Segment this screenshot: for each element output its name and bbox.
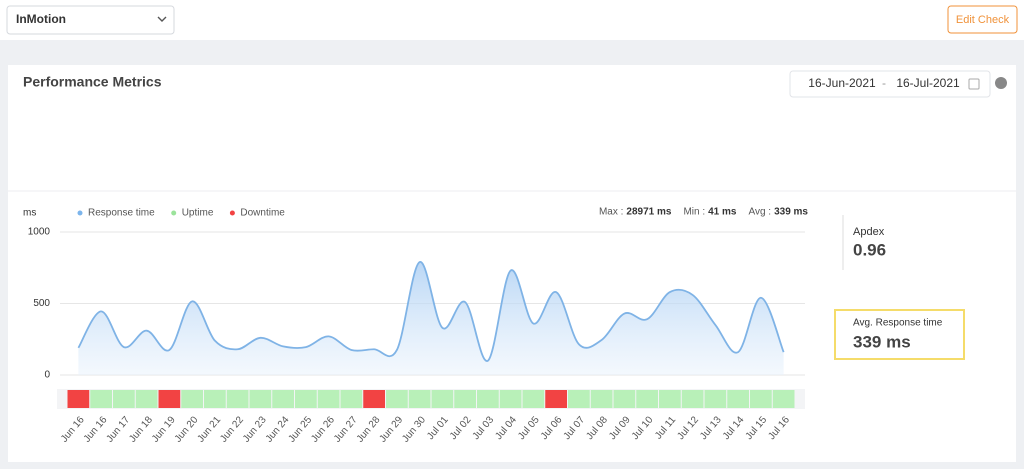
status-cell [158, 390, 181, 408]
apdex-label: Apdex [853, 226, 885, 238]
stat-value: 339 ms [774, 207, 808, 218]
status-cell [727, 390, 749, 408]
date-range[interactable] [789, 70, 991, 98]
y-tick-label: 1000 [28, 227, 51, 238]
status-cell [67, 390, 90, 408]
date-from: 16-Jun-2021 [808, 76, 876, 90]
status-cell [590, 390, 613, 408]
status-cell [772, 390, 795, 408]
status-cell [204, 390, 226, 408]
status-cell [659, 390, 681, 408]
status-cell [340, 390, 363, 408]
area [78, 261, 784, 375]
y-axis-label: ms [23, 208, 36, 219]
stat-value: 41 ms [708, 207, 737, 218]
line [77, 261, 785, 362]
stat-value: 28971 ms [626, 207, 671, 218]
status-cell [545, 390, 567, 408]
status-cell [568, 390, 590, 408]
legend-dot [171, 210, 177, 216]
legend-dot [229, 210, 235, 216]
avg-highlight [834, 309, 965, 360]
info-icon[interactable] [995, 77, 1007, 89]
legend-label: Downtime [240, 208, 285, 219]
status-cell [499, 390, 522, 408]
card-title: Performance Metrics [23, 74, 162, 90]
status-cell [431, 390, 454, 408]
status-cell [522, 390, 545, 408]
status-cell [272, 390, 294, 408]
stat-label: Min : [683, 207, 705, 218]
status-cell [386, 390, 408, 408]
y-tick-label: 0 [44, 370, 50, 381]
edit-button[interactable] [947, 5, 1018, 34]
status-cell [363, 390, 385, 408]
edit-button-text: Edit Check [956, 14, 1010, 26]
stat-label: Max : [599, 207, 623, 218]
dropdown-caret [157, 16, 167, 22]
avg-label: Avg. Response time [853, 318, 943, 329]
legend-dot [77, 210, 83, 216]
status-cell [317, 390, 340, 408]
dropdown-text: InMotion [16, 12, 66, 26]
status-cell [181, 390, 203, 408]
status-cell [249, 390, 272, 408]
apdex-value: 0.96 [853, 240, 886, 259]
status-cell [113, 390, 135, 408]
stat-label: Avg : [748, 207, 771, 218]
legend-label: Uptime [182, 208, 214, 219]
status-cell [295, 390, 317, 408]
status-cell [613, 390, 636, 408]
status-cell [226, 390, 249, 408]
status-cell [90, 390, 112, 408]
status-cell [135, 390, 158, 408]
status-cell [681, 390, 704, 408]
y-tick-label: 500 [33, 298, 50, 309]
status-cell [704, 390, 727, 408]
dropdown[interactable] [6, 5, 175, 35]
status-cell [477, 390, 499, 408]
status-cell [636, 390, 658, 408]
avg-value: 339 ms [853, 332, 911, 351]
calendar-icon [968, 78, 980, 90]
status-cell [750, 390, 772, 408]
date-separator: - [882, 76, 886, 90]
status-cell [408, 390, 431, 408]
legend-label: Response time [88, 208, 155, 219]
status-cell [454, 390, 476, 408]
date-to: 16-Jul-2021 [896, 76, 960, 90]
